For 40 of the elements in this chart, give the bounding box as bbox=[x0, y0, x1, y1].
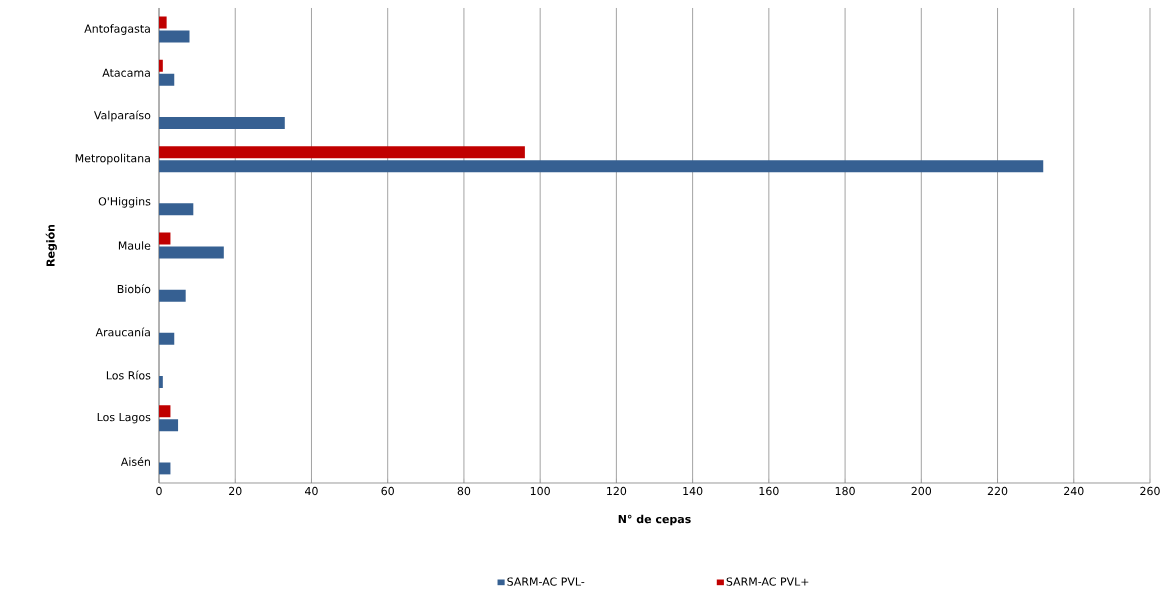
bar bbox=[159, 289, 186, 302]
x-axis-title: N° de cepas bbox=[618, 514, 691, 526]
x-tick-label: 180 bbox=[835, 486, 855, 496]
x-tick-label: 200 bbox=[911, 486, 932, 496]
x-tick-label: 0 bbox=[156, 486, 162, 496]
x-tick-label: 20 bbox=[229, 486, 242, 496]
y-tick-label: Metropolitana bbox=[75, 153, 150, 165]
bar bbox=[159, 160, 1044, 173]
bar bbox=[159, 30, 190, 43]
y-tick-label: Biobío bbox=[117, 284, 151, 294]
x-tick-label: 40 bbox=[305, 486, 318, 496]
bar bbox=[159, 246, 224, 259]
y-tick-label: Los Lagos bbox=[97, 413, 151, 424]
bar bbox=[159, 16, 167, 29]
x-tick-label: 100 bbox=[530, 486, 550, 496]
bar bbox=[159, 146, 525, 159]
y-tick-label: Atacama bbox=[102, 68, 150, 77]
y-axis-title: Región bbox=[45, 224, 57, 266]
y-tick-label: Antofagasta bbox=[84, 24, 150, 35]
bar bbox=[159, 419, 179, 432]
y-tick-label: O'Higgins bbox=[98, 196, 151, 208]
y-tick-label: Valparaíso bbox=[93, 110, 151, 122]
bar bbox=[159, 73, 175, 86]
x-tick-label: 60 bbox=[381, 486, 394, 496]
bar bbox=[159, 116, 285, 129]
legend-label: SARM-AC PVL+ bbox=[726, 577, 809, 586]
y-tick-label: Araucanía bbox=[95, 327, 150, 337]
x-tick-label: 120 bbox=[607, 486, 627, 496]
legend-label: SARM-AC PVL- bbox=[507, 577, 585, 586]
y-tick-label: Aisén bbox=[120, 456, 150, 466]
x-tick-label: 240 bbox=[1064, 486, 1084, 496]
y-tick-label: Maule bbox=[118, 241, 151, 250]
x-tick-label: 160 bbox=[759, 486, 779, 496]
x-tick-label: 260 bbox=[1140, 486, 1160, 496]
bar bbox=[159, 203, 194, 216]
x-tick-label: 140 bbox=[683, 486, 703, 496]
x-tick-label: 80 bbox=[457, 486, 471, 496]
x-tick-label: 220 bbox=[987, 486, 1008, 496]
y-tick-label: Los Ríos bbox=[106, 370, 151, 380]
bar bbox=[159, 332, 175, 345]
